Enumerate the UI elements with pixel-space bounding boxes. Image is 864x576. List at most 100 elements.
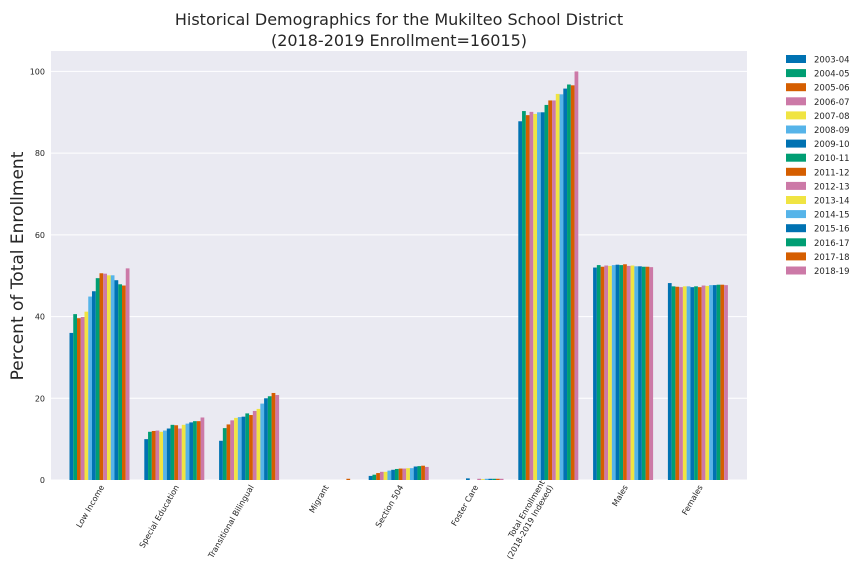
- bar: [383, 471, 388, 480]
- bar: [709, 285, 713, 480]
- bar: [574, 71, 579, 480]
- bar: [540, 112, 545, 481]
- bar: [570, 85, 575, 480]
- bar: [488, 478, 493, 480]
- x-tick-label: Section 504: [374, 484, 406, 530]
- bar: [697, 287, 702, 480]
- x-tick-labels: Low Income Special Education Transitional …: [75, 479, 705, 561]
- legend-label: 2006-07: [814, 98, 850, 108]
- bar: [245, 413, 250, 480]
- bar: [376, 473, 380, 480]
- bar: [151, 430, 156, 480]
- bar: [275, 395, 280, 480]
- legend-label: 2005-06: [814, 84, 850, 94]
- bar: [649, 267, 654, 480]
- bar: [148, 431, 152, 480]
- bar: [671, 286, 676, 480]
- bar: [694, 286, 698, 480]
- legend-label: 2009-10: [814, 140, 850, 150]
- bar: [563, 88, 568, 481]
- bar: [144, 439, 149, 480]
- bar: [496, 478, 500, 480]
- legend-label: 2011-12: [814, 168, 850, 178]
- bars-layer: [69, 71, 728, 481]
- bar: [596, 265, 601, 480]
- bar: [103, 273, 107, 480]
- x-tick-label: Transitional Bilingual: [206, 484, 256, 561]
- bar: [675, 286, 680, 480]
- bar: [522, 111, 526, 480]
- bar: [611, 265, 616, 480]
- legend-swatch: [786, 252, 806, 261]
- legend-label: 2013-14: [814, 197, 850, 207]
- bar: [533, 113, 538, 481]
- bar: [641, 266, 646, 480]
- bar: [260, 403, 265, 480]
- bar: [421, 465, 425, 480]
- bar: [372, 474, 377, 480]
- bar: [267, 396, 272, 480]
- bar: [122, 285, 126, 480]
- bar: [107, 275, 111, 480]
- bar: [200, 417, 205, 480]
- bar: [174, 425, 179, 480]
- bar: [518, 121, 523, 480]
- legend-swatch: [786, 167, 806, 176]
- bar: [682, 286, 687, 480]
- bar: [413, 466, 418, 480]
- legend-swatch: [786, 125, 806, 134]
- bar: [346, 478, 351, 480]
- bar: [125, 268, 130, 480]
- bar: [537, 112, 541, 481]
- bar: [608, 265, 612, 480]
- legend-swatch: [786, 181, 806, 190]
- bar: [110, 275, 115, 480]
- bar: [690, 287, 695, 480]
- legend-label: 2007-08: [814, 112, 850, 122]
- bar: [252, 410, 257, 480]
- y-tick-label: 40: [35, 313, 45, 322]
- bar: [499, 478, 504, 480]
- bar: [525, 115, 530, 480]
- bar: [604, 265, 609, 480]
- bar: [667, 283, 672, 480]
- y-tick-label: 100: [30, 67, 45, 76]
- bar: [80, 316, 85, 480]
- y-tick-labels: 0 20 40 60 80 100: [30, 67, 45, 485]
- bar: [249, 415, 253, 480]
- y-tick-label: 80: [35, 149, 45, 158]
- legend-swatch: [786, 224, 806, 233]
- bar: [417, 466, 422, 480]
- legend-swatch: [786, 111, 806, 120]
- bar: [178, 428, 182, 480]
- legend-label: 2008-09: [814, 126, 850, 136]
- legend-swatch: [786, 238, 806, 247]
- bar: [394, 468, 399, 480]
- legend-label: 2010-11: [814, 154, 850, 164]
- bar: [234, 417, 238, 480]
- bar: [634, 266, 639, 480]
- bar: [679, 287, 683, 480]
- legend-label: 2014-15: [814, 211, 850, 221]
- legend-swatch: [786, 55, 806, 63]
- bar: [619, 265, 624, 480]
- bar: [559, 94, 564, 481]
- bar: [189, 422, 194, 480]
- bar: [193, 421, 197, 480]
- bar: [484, 478, 489, 480]
- bar: [600, 266, 605, 480]
- bar: [686, 286, 691, 480]
- x-tick-label: Foster Care: [450, 483, 481, 527]
- bar: [196, 421, 201, 480]
- bar: [114, 280, 119, 480]
- legend-label: 2018-19: [814, 267, 850, 277]
- y-tick-label: 60: [35, 231, 45, 240]
- x-tick-label: Low Income: [75, 483, 107, 529]
- bar: [481, 479, 485, 480]
- bar: [163, 430, 167, 480]
- bar: [77, 318, 81, 480]
- legend-label: 2012-13: [814, 182, 850, 192]
- y-axis-label: Percent of Total Enrollment: [8, 151, 28, 380]
- bar: [159, 431, 164, 480]
